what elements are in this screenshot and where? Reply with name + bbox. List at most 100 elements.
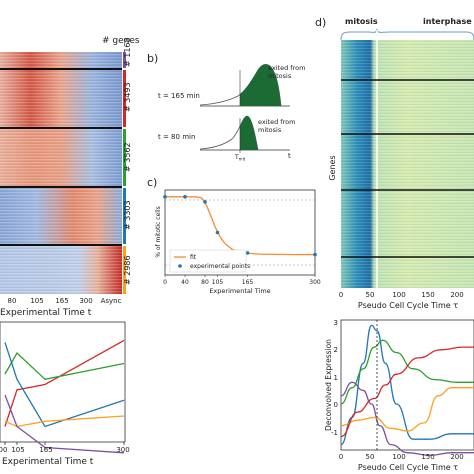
- c-xtick: 0: [163, 279, 167, 286]
- t80-label: t = 80 min: [158, 133, 195, 141]
- d-lines-y-ticks: 3 2 1 0 -1: [331, 319, 338, 437]
- d-lines-xtick: 0: [339, 453, 343, 461]
- heatmap-a-x-ticks: 80 105 165 300 Async: [8, 297, 122, 305]
- mitosis-brace: [340, 28, 378, 41]
- line-plot-a-frame: [0, 321, 126, 443]
- line-plot-a-xtick: 300: [116, 446, 129, 454]
- panel-d-heatmap: d) mitosis interphase Genes 0 50 100 150…: [315, 16, 474, 310]
- b-t-axis-label: t: [288, 152, 291, 160]
- heatmap-d-xtick: 200: [450, 291, 463, 299]
- heatmap-d-xtick: 50: [366, 291, 375, 299]
- line-plot-a-xlabel: Experimental Time t: [2, 457, 94, 467]
- d-lines-series-line: [340, 339, 474, 405]
- d-lines-series: [340, 324, 474, 457]
- heatmap-d-ylabel: Genes: [328, 155, 337, 180]
- heatmap-d-x-ticks: 0 50 100 150 200: [339, 291, 464, 299]
- line-plot-a-series-line: [4, 394, 125, 454]
- d-lines-xlabel: Pseudo Cell Cycle Time τ: [358, 463, 458, 472]
- heatmap-d-xtick: 0: [339, 291, 343, 299]
- line-plot-a-xtick: 00: [0, 446, 7, 454]
- c-point: [203, 200, 207, 204]
- c-xtick: 300: [309, 279, 321, 286]
- panel-d-line-plot: 3 2 1 0 -1 Deconvolved Expression 0 50 1…: [324, 319, 474, 472]
- d-lines-frame: [340, 319, 474, 451]
- c-point: [245, 251, 250, 255]
- t165-label: t = 165 min: [158, 92, 200, 100]
- c-legend-box: [169, 249, 247, 273]
- panel-a-heatmap: # genes # 1168 # 3493 # 3562 # 3303 # 29…: [0, 36, 140, 318]
- c-xtick: 165: [242, 279, 254, 286]
- line-plot-a-series-line: [4, 339, 125, 427]
- heatmap-a-separators: [0, 68, 122, 246]
- cluster-count-1: # 1168: [123, 37, 132, 67]
- panel-b-schematic: b) t = 165 min t = 80 min exited from mit…: [147, 52, 305, 162]
- c-xtick: 80: [201, 279, 209, 286]
- line-plot-a-series-line: [4, 415, 125, 428]
- panel-b-label: b): [147, 52, 158, 65]
- line-plot-a-x-ticks: 00 105 165 300: [0, 446, 130, 454]
- cluster-count-2: # 3493: [123, 82, 132, 112]
- heatmap-a-xtick: Async: [101, 297, 122, 305]
- heatmap-d-texture: [341, 40, 474, 288]
- tmit-label: Tmit: [234, 154, 246, 162]
- c-xtick: 40: [181, 279, 189, 286]
- d-lines-ytick: 1: [334, 374, 338, 382]
- line-plot-a-xtick: 105: [11, 446, 24, 454]
- d-lines-xtick: 100: [392, 453, 405, 461]
- cluster-count-3: # 3562: [123, 142, 132, 172]
- cluster-color-bar: [123, 129, 126, 186]
- interphase-label: interphase: [423, 17, 472, 26]
- cluster-color-bar: [123, 246, 126, 294]
- b-exited-label-1: exited from mitosis: [268, 64, 305, 80]
- d-lines-series-line: [340, 324, 474, 446]
- d-lines-ylabel: Deconvolved Expression: [324, 339, 333, 431]
- d-lines-ytick: -1: [331, 429, 338, 437]
- d-lines-series-line: [340, 346, 474, 438]
- interphase-brace: [376, 28, 474, 41]
- heatmap-a-xtick: 300: [79, 297, 92, 305]
- cluster-count-5: # 2986: [123, 255, 132, 285]
- c-experimental-points: [163, 195, 317, 257]
- d-lines-series-line: [340, 387, 474, 432]
- c-xlabel: Experimental Time: [209, 287, 270, 295]
- heatmap-a-xtick: 165: [55, 297, 68, 305]
- b-lower-fill: [240, 115, 258, 150]
- c-legend-points-swatch: [178, 264, 182, 268]
- mitosis-label: mitosis: [345, 17, 378, 26]
- d-lines-xtick: 150: [421, 453, 434, 461]
- heatmap-d-separators: [341, 79, 474, 258]
- heatmap-d-xtick: 100: [392, 291, 405, 299]
- d-lines-xtick: 200: [450, 453, 463, 461]
- panel-a-line-plot: 00 105 165 300 Experimental Time t: [0, 321, 130, 467]
- c-point: [313, 252, 317, 257]
- heatmap-a-xlabel: Experimental Time t: [0, 308, 92, 318]
- heatmap-d-xlabel: Pseudo Cell Cycle Time τ: [358, 301, 458, 310]
- panel-c-label: c): [147, 176, 157, 189]
- line-plot-a-series: [4, 339, 125, 454]
- c-point: [215, 230, 220, 235]
- cluster-color-bar: [123, 188, 126, 244]
- c-fit-line: [165, 196, 315, 256]
- c-legend-fit: fit: [190, 254, 197, 261]
- cluster-count-4: # 3303: [123, 200, 132, 230]
- panel-c-chart: c) 0 40 80 105 165 300 Experimental Time % of…: [147, 176, 321, 295]
- c-point: [163, 195, 167, 199]
- c-x-ticks: 0 40 80 105 165 300: [163, 275, 321, 286]
- heatmap-a-texture: [0, 52, 122, 294]
- b-exited-label-2: exited from mitosis: [258, 118, 295, 134]
- c-xtick: 105: [212, 279, 224, 286]
- d-lines-xtick: 50: [366, 453, 375, 461]
- line-plot-a-ticks: [4, 442, 125, 445]
- cluster-color-bar: [123, 52, 126, 68]
- d-lines-ytick: 2: [334, 346, 338, 354]
- heatmap-d-xtick: 150: [421, 291, 434, 299]
- c-legend-points: experimental points: [190, 263, 250, 270]
- cluster-color-bars: [123, 52, 126, 294]
- line-plot-a-series-line: [4, 351, 125, 381]
- heatmap-a-xtick: 80: [8, 297, 17, 305]
- d-lines-series-line: [340, 381, 474, 457]
- cluster-color-bar: [123, 70, 126, 127]
- c-legend: fit experimental points: [169, 249, 250, 273]
- c-point: [183, 195, 187, 199]
